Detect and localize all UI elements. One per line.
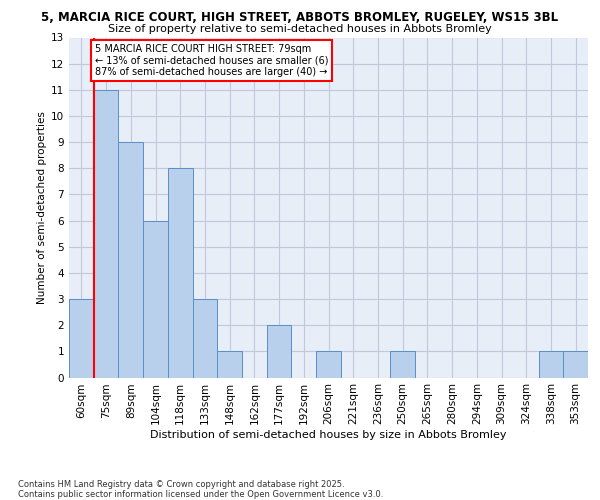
Bar — [390, 352, 415, 378]
Bar — [69, 299, 94, 378]
Bar — [267, 325, 292, 378]
Bar — [563, 352, 588, 378]
Bar — [316, 352, 341, 378]
Text: Size of property relative to semi-detached houses in Abbots Bromley: Size of property relative to semi-detach… — [108, 24, 492, 34]
Bar — [94, 90, 118, 378]
Bar — [143, 220, 168, 378]
Text: 5, MARCIA RICE COURT, HIGH STREET, ABBOTS BROMLEY, RUGELEY, WS15 3BL: 5, MARCIA RICE COURT, HIGH STREET, ABBOT… — [41, 11, 559, 24]
Text: 5 MARCIA RICE COURT HIGH STREET: 79sqm
← 13% of semi-detached houses are smaller: 5 MARCIA RICE COURT HIGH STREET: 79sqm ←… — [95, 44, 328, 77]
Bar — [168, 168, 193, 378]
Y-axis label: Number of semi-detached properties: Number of semi-detached properties — [37, 111, 47, 304]
Bar — [217, 352, 242, 378]
Bar — [539, 352, 563, 378]
X-axis label: Distribution of semi-detached houses by size in Abbots Bromley: Distribution of semi-detached houses by … — [150, 430, 507, 440]
Text: Contains HM Land Registry data © Crown copyright and database right 2025.
Contai: Contains HM Land Registry data © Crown c… — [18, 480, 383, 499]
Bar — [118, 142, 143, 378]
Bar — [193, 299, 217, 378]
